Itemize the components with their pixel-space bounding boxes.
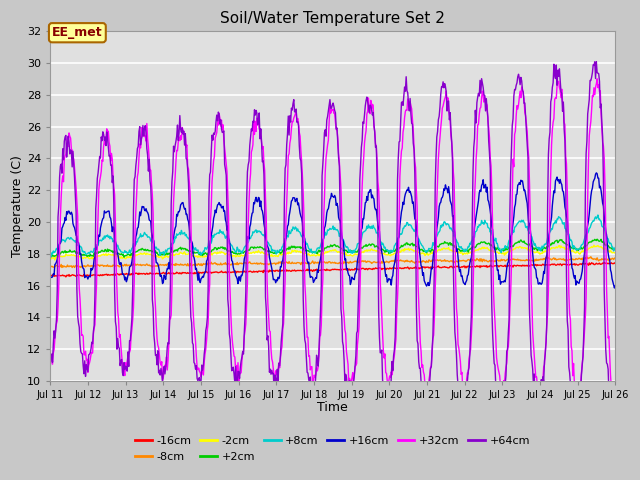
Legend: -16cm, -8cm, -2cm, +2cm, +8cm, +16cm, +32cm, +64cm: -16cm, -8cm, -2cm, +2cm, +8cm, +16cm, +3… — [131, 432, 534, 466]
Title: Soil/Water Temperature Set 2: Soil/Water Temperature Set 2 — [220, 11, 445, 26]
Y-axis label: Temperature (C): Temperature (C) — [11, 155, 24, 257]
Text: EE_met: EE_met — [52, 26, 102, 39]
X-axis label: Time: Time — [317, 401, 348, 414]
